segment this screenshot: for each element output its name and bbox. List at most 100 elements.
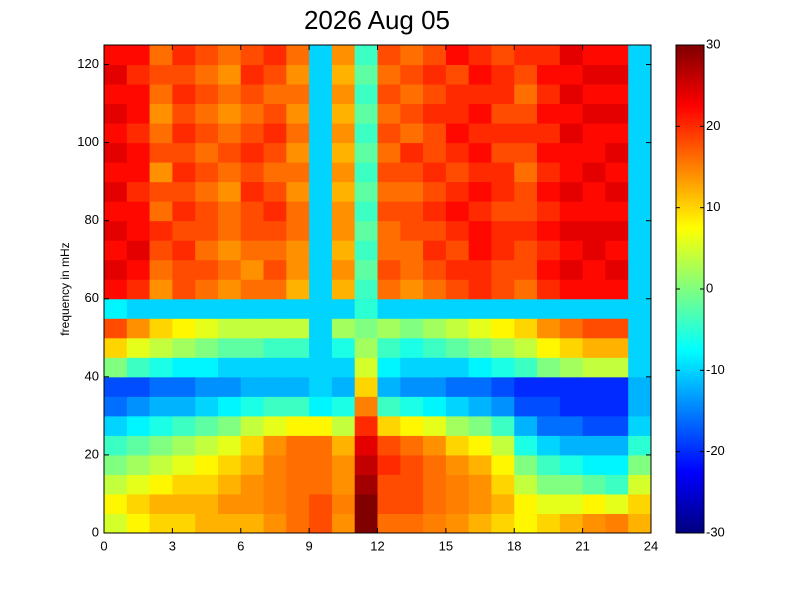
heatmap-cell [445,318,470,339]
heatmap-cell [377,259,401,280]
heatmap-cell [423,103,447,124]
heatmap-cell [377,201,401,222]
heatmap-cell [149,220,173,241]
heatmap-cell [491,45,515,66]
y-tick-label: 0 [92,524,99,539]
heatmap-cell [172,357,196,378]
heatmap-cell [491,201,515,222]
heatmap-cell [559,435,584,456]
heatmap-cell [309,493,333,514]
heatmap-cell [263,240,287,261]
heatmap-cell [195,220,219,241]
heatmap-cell [514,318,538,339]
heatmap-cell [628,376,652,397]
heatmap-cell [286,201,310,222]
heatmap-cell [149,259,173,280]
heatmap-cell [263,259,287,280]
heatmap-cell [195,513,219,534]
heatmap-cell [400,162,424,183]
heatmap-cell [104,84,128,105]
heatmap-cell [377,181,401,202]
heatmap-cell [172,103,196,124]
heatmap-cell [605,396,629,417]
x-tick-label: 6 [237,538,244,553]
heatmap-cell [172,493,196,514]
heatmap-cell [104,240,128,261]
heatmap-cell [309,103,333,124]
heatmap-cell [104,474,128,495]
heatmap-cell [286,181,310,202]
heatmap-cell [491,415,515,436]
heatmap-cell [582,493,606,514]
heatmap-cell [628,474,652,495]
heatmap-cell [240,259,265,280]
heatmap-cell [605,337,629,358]
heatmap-cell [149,337,173,358]
y-axis-label: frequency in mHz [58,242,72,335]
heatmap-cell [445,435,470,456]
heatmap-cell [172,513,196,534]
heatmap-cell [263,103,287,124]
heatmap-cell [331,64,356,85]
heatmap-cell [354,337,378,358]
heatmap-cell [195,318,219,339]
heatmap-cell [354,357,378,378]
heatmap-cell [195,64,219,85]
heatmap-cell [126,396,151,417]
heatmap-cell [514,396,538,417]
heatmap-cell [217,357,242,378]
heatmap-cell [172,220,196,241]
heatmap-cell [468,279,492,300]
heatmap-cell [240,64,265,85]
heatmap-cell [423,357,447,378]
heatmap-cell [491,64,515,85]
heatmap-cell [537,435,561,456]
heatmap-cell [423,123,447,144]
heatmap-cell [126,45,151,66]
heatmap-cell [217,103,242,124]
heatmap-cell [286,142,310,163]
heatmap-cell [149,240,173,261]
heatmap-cell [514,201,538,222]
heatmap-cell [217,84,242,105]
heatmap-cell [628,415,652,436]
heatmap-cell [104,435,128,456]
heatmap-cell [628,493,652,514]
heatmap-cell [331,123,356,144]
heatmap-cell [309,396,333,417]
heatmap-cell [605,201,629,222]
heatmap-cell [468,84,492,105]
heatmap-cell [354,513,378,534]
heatmap-cell [263,396,287,417]
heatmap-cell [331,474,356,495]
heatmap-cell [240,162,265,183]
heatmap-cell [217,162,242,183]
heatmap-cell [104,123,128,144]
heatmap-cell [263,279,287,300]
heatmap-cell [491,259,515,280]
heatmap-cell [400,103,424,124]
heatmap-cell [126,279,151,300]
colorbar [675,44,705,534]
heatmap-cell [423,45,447,66]
heatmap-cell [514,376,538,397]
heatmap-cell [559,318,584,339]
heatmap-cell [423,454,447,475]
heatmap-cell [445,220,470,241]
heatmap-cell [605,123,629,144]
heatmap-cell [126,298,151,319]
heatmap-cell [149,162,173,183]
heatmap-cell [605,435,629,456]
heatmap-cell [195,103,219,124]
heatmap-cell [400,279,424,300]
heatmap-cell [354,435,378,456]
heatmap-cell [104,357,128,378]
heatmap-cell [423,162,447,183]
heatmap-cell [240,298,265,319]
heatmap-cell [400,415,424,436]
heatmap-cell [559,123,584,144]
x-tick-label: 18 [507,538,521,553]
heatmap-cell [354,376,378,397]
heatmap-cell [331,337,356,358]
heatmap-cell [628,201,652,222]
